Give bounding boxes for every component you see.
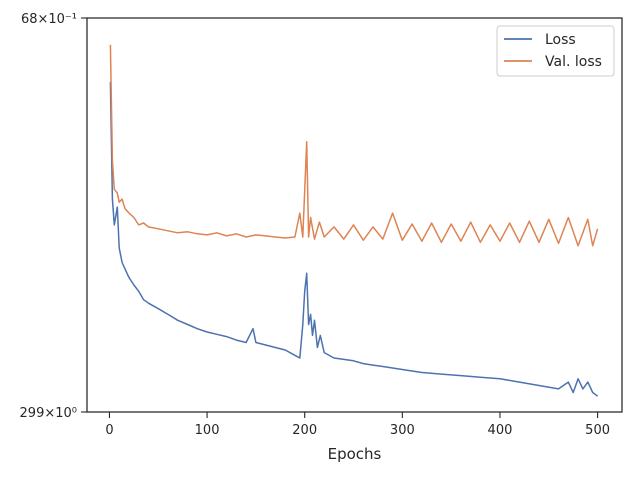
x-tick-label: 500 [585,423,610,438]
legend-label: Loss [545,32,576,48]
x-tick-label: 100 [195,423,220,438]
x-tick-label: 200 [292,423,317,438]
series-line-val-loss [109,44,599,247]
y-tick-label: 299×10⁰ [20,406,77,421]
series-line-loss [109,81,599,397]
axes-frame [86,17,623,413]
axis-ticks: 0 100 200 300 400 500 68×10⁻¹ 299×10⁰ [20,12,610,438]
x-axis-label: Epochs [328,445,382,463]
plot-area [109,44,599,397]
y-tick-label: 68×10⁻¹ [21,12,77,27]
x-tick-label: 300 [390,423,415,438]
x-tick-label: 0 [105,423,113,438]
legend: Loss Val. loss [496,25,615,77]
x-tick-label: 400 [488,423,513,438]
legend-label: Val. loss [545,54,602,70]
